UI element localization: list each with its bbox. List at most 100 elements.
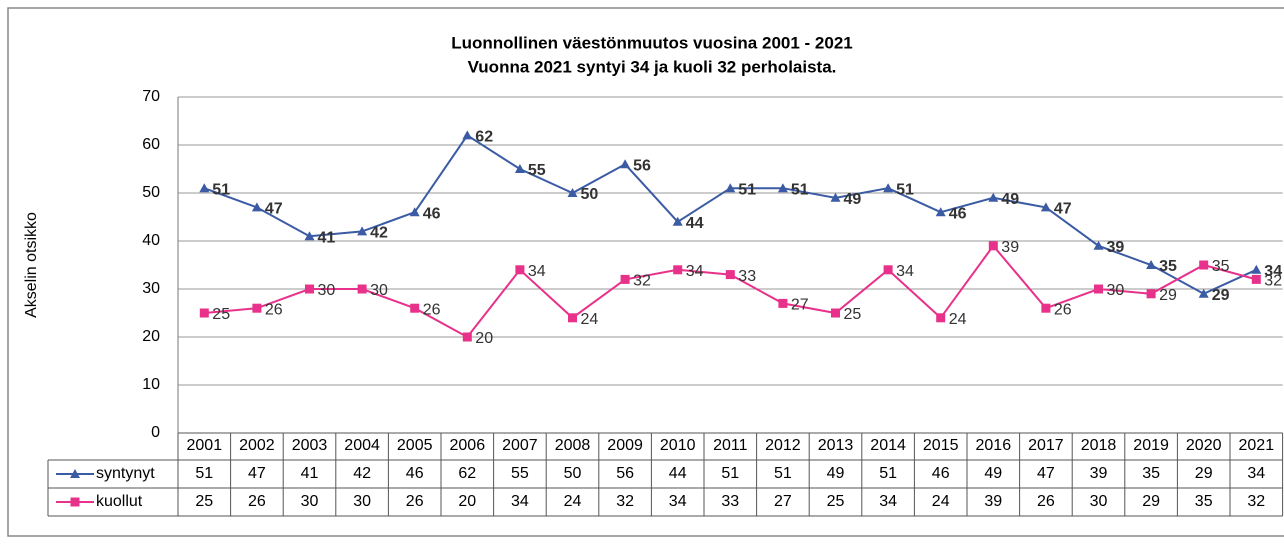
marker	[199, 308, 209, 318]
data-label: 50	[581, 186, 599, 203]
data-label: 32	[633, 273, 651, 290]
table-value: 30	[1090, 493, 1108, 510]
legend-label: kuollut	[96, 493, 143, 510]
chart-title: Luonnollinen väestönmuutos vuosina 2001 …	[451, 33, 852, 52]
table-value: 25	[827, 493, 845, 510]
table-value: 27	[774, 493, 792, 510]
table-value: 20	[458, 493, 476, 510]
table-value: 56	[616, 465, 634, 482]
data-label: 46	[423, 205, 441, 222]
marker	[251, 202, 262, 212]
data-label: 39	[1107, 239, 1125, 256]
y-tick-label: 30	[142, 280, 160, 297]
y-tick-label: 70	[142, 88, 160, 105]
data-label: 26	[1054, 301, 1072, 318]
table-value: 47	[1037, 465, 1055, 482]
y-axis-title: Akselin otsikko	[23, 212, 40, 318]
marker	[304, 231, 315, 241]
data-label: 47	[1054, 201, 1072, 218]
table-value: 55	[511, 465, 529, 482]
data-label: 47	[265, 201, 283, 218]
x-tick-label: 2002	[239, 437, 275, 454]
table-value: 26	[406, 493, 424, 510]
data-label: 41	[318, 229, 336, 246]
marker	[70, 469, 80, 478]
x-tick-label: 2017	[1028, 437, 1064, 454]
table-value: 35	[1195, 493, 1213, 510]
table-value: 34	[1247, 465, 1265, 482]
table-value: 49	[984, 465, 1002, 482]
x-tick-label: 2010	[660, 437, 696, 454]
x-tick-label: 2004	[344, 437, 380, 454]
table-value: 39	[984, 493, 1002, 510]
marker	[199, 183, 210, 193]
data-label: 49	[1001, 191, 1019, 208]
data-label: 34	[528, 263, 546, 280]
marker	[1251, 264, 1262, 274]
data-label: 32	[1264, 273, 1282, 290]
data-label: 49	[844, 191, 862, 208]
marker	[830, 192, 841, 202]
data-label: 24	[949, 311, 967, 328]
data-label: 35	[1159, 258, 1177, 275]
data-label: 30	[318, 282, 336, 299]
marker	[672, 216, 683, 226]
marker	[988, 241, 998, 251]
data-label: 29	[1212, 287, 1230, 304]
data-label: 39	[1001, 239, 1019, 256]
data-label: 56	[633, 157, 651, 174]
table-value: 30	[301, 493, 319, 510]
marker	[1040, 202, 1051, 212]
series-line	[203, 134, 1257, 295]
x-tick-label: 2008	[555, 437, 591, 454]
marker	[620, 159, 631, 169]
data-label: 29	[1159, 287, 1177, 304]
marker	[70, 497, 80, 507]
data-label: 30	[370, 282, 388, 299]
marker	[620, 274, 630, 284]
x-tick-label: 2011	[713, 437, 748, 454]
marker	[673, 265, 683, 275]
table-value: 34	[511, 493, 529, 510]
data-label: 62	[475, 129, 493, 146]
legend-label: syntynyt	[96, 465, 155, 482]
data-label: 30	[1107, 282, 1125, 299]
marker	[1094, 284, 1103, 294]
data-label: 51	[738, 181, 756, 198]
data-label: 44	[686, 215, 704, 232]
table-value: 32	[616, 493, 634, 510]
data-label: 34	[686, 263, 704, 280]
marker	[514, 164, 525, 173]
x-tick-label: 2019	[1133, 437, 1169, 454]
y-tick-label: 40	[142, 232, 160, 249]
marker	[1199, 260, 1209, 270]
table-value: 49	[827, 465, 845, 482]
x-tick-label: 2014	[870, 437, 906, 454]
data-label: 24	[581, 311, 599, 328]
marker	[936, 313, 946, 323]
marker	[935, 207, 946, 217]
x-tick-label: 2005	[397, 437, 433, 454]
x-tick-label: 2001	[187, 437, 223, 454]
data-label: 27	[791, 297, 809, 314]
y-tick-label: 20	[142, 328, 160, 345]
data-label: 35	[1212, 258, 1230, 275]
table-value: 34	[669, 493, 687, 510]
table-value: 30	[353, 493, 371, 510]
table-value: 51	[195, 465, 213, 482]
data-label: 26	[265, 301, 283, 318]
marker	[778, 298, 788, 308]
marker	[462, 130, 473, 140]
marker	[988, 192, 999, 202]
marker	[725, 270, 735, 280]
y-tick-label: 10	[142, 376, 160, 393]
chart-subtitle: Vuonna 2021 syntyi 34 ja kuoli 32 perhol…	[468, 57, 837, 76]
table-value: 41	[301, 465, 319, 482]
data-label: 46	[949, 205, 967, 222]
marker	[883, 265, 893, 275]
data-label: 25	[212, 306, 230, 323]
table-value: 50	[564, 465, 582, 482]
data-label: 34	[1264, 263, 1282, 280]
table-value: 46	[406, 465, 424, 482]
y-tick-label: 50	[142, 184, 160, 201]
